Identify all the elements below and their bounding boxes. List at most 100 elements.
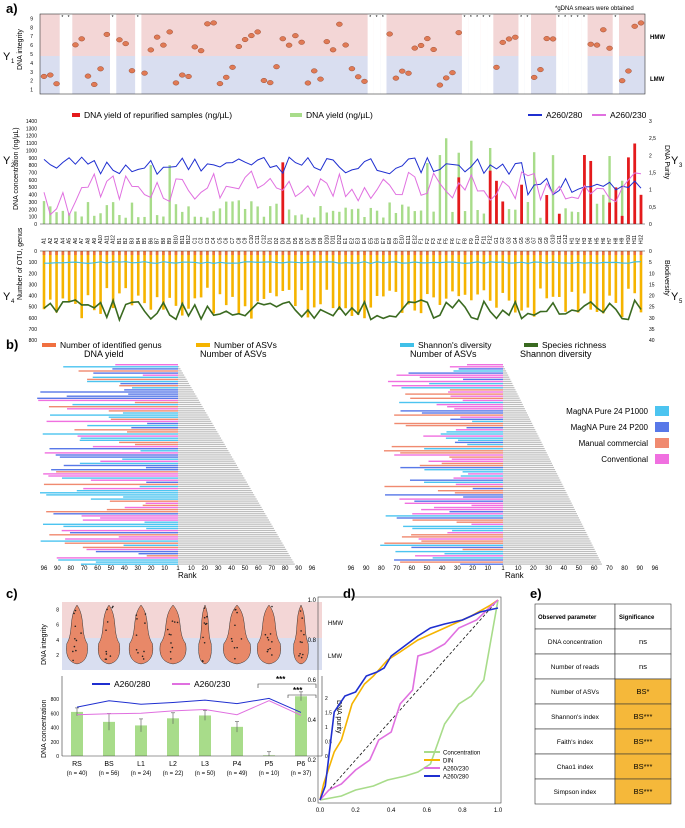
rank-bar-right xyxy=(178,515,267,517)
c-conc-ylabel: DNA concentration xyxy=(41,700,48,758)
integrity-dot xyxy=(166,29,173,35)
violin-point xyxy=(168,633,171,636)
genus-bar xyxy=(432,251,435,255)
rank-bar-left xyxy=(440,433,503,435)
rank-tick: 80 xyxy=(67,566,74,572)
rank-bar-right xyxy=(503,527,585,529)
rank-tick: 20 xyxy=(201,566,208,572)
rank-bar-left xyxy=(93,372,178,374)
genus-bar xyxy=(99,251,102,255)
genus-bar xyxy=(80,251,84,255)
genus-bar xyxy=(42,251,46,255)
rank-bar-left xyxy=(394,422,503,425)
sample-label: C4 xyxy=(211,237,217,244)
yield-bar xyxy=(143,216,146,224)
integrity-dot xyxy=(223,74,230,80)
violin-point xyxy=(233,646,236,649)
asv-bar xyxy=(470,251,473,301)
lmw-band xyxy=(40,56,645,94)
rank-bar-left xyxy=(458,368,503,370)
integrity-dot xyxy=(424,36,431,42)
roc-legend-label: Concentration xyxy=(443,751,480,757)
genus-bar xyxy=(476,251,479,255)
rank-bar-left xyxy=(118,536,178,538)
c-legend-a280: A260/280 xyxy=(114,679,151,689)
sample-label: E3 xyxy=(356,238,362,244)
integrity-ylabel: DNA integrity xyxy=(17,29,24,70)
sample-label: A8 xyxy=(85,238,91,244)
asv-tick: 800 xyxy=(29,338,38,344)
asv-bar xyxy=(495,251,498,308)
rank-bar-left xyxy=(421,412,503,414)
rank-bar-left xyxy=(409,479,503,481)
asv-bar xyxy=(551,251,555,297)
rank-bar-left xyxy=(404,502,503,504)
c-integrity-violins: 2 4 6 8 HMW LMW DNA integrity xyxy=(41,602,343,670)
y2-letter: Y xyxy=(3,155,11,167)
rank-bar-right xyxy=(503,473,558,475)
b-right-butterfly xyxy=(380,364,602,565)
violin-point xyxy=(271,605,273,608)
yield-bar xyxy=(118,215,121,224)
rank-bar-right xyxy=(503,420,532,422)
rank-bar-left xyxy=(432,557,503,559)
sample-label: G7 xyxy=(532,237,538,244)
genus-bar xyxy=(149,251,153,255)
roc-y-tick: 0.4 xyxy=(308,718,317,724)
rank-bar-left xyxy=(412,513,503,515)
rank-bar-left xyxy=(74,429,178,431)
rank-bar-right xyxy=(178,521,271,523)
rank-bar-right xyxy=(178,502,260,504)
rank-bar-left xyxy=(437,490,503,492)
y3-sub: 3 xyxy=(679,163,683,169)
rank-bar-right xyxy=(178,410,206,412)
asv-bar xyxy=(306,251,310,318)
rank-bar-left xyxy=(463,378,503,381)
violin-point xyxy=(267,639,270,641)
integrity-dot xyxy=(593,42,601,48)
repurified-bar xyxy=(620,215,624,224)
c-group-n: (n = 50) xyxy=(195,771,216,777)
rank-bar-left xyxy=(127,431,178,433)
yield-plot: DNA yield of repurified samples (ng/µL) … xyxy=(3,110,683,244)
sample-label: B3 xyxy=(129,238,135,244)
yield-tick: 200 xyxy=(29,207,38,213)
violin-point xyxy=(73,645,76,648)
smear-column xyxy=(562,14,569,94)
genus-bar xyxy=(363,251,366,255)
asv-bar xyxy=(394,251,398,292)
rank-tick: 30 xyxy=(215,566,222,572)
smear-column xyxy=(380,14,387,94)
asv-tick: 600 xyxy=(29,316,38,322)
yield-tick: 1000 xyxy=(26,148,37,154)
integrity-dot xyxy=(355,74,362,80)
rank-bar-right xyxy=(178,504,261,506)
biodiversity-tick: 35 xyxy=(649,327,655,333)
rank-bar-right xyxy=(178,492,253,494)
table-param: Faith's index xyxy=(557,739,594,746)
integrity-dot xyxy=(84,73,92,79)
sample-label: A6 xyxy=(73,238,79,244)
asv-bar xyxy=(281,251,285,291)
smear-column xyxy=(581,14,588,94)
sample-label: C6 xyxy=(224,237,230,244)
genus-bar xyxy=(526,251,530,255)
significance-table: Observed parameter Significance DNA concen… xyxy=(534,603,672,805)
rank-bar-right xyxy=(503,454,548,456)
rank-bar-right xyxy=(503,538,590,540)
violin-point xyxy=(206,615,208,618)
asv-tick: 400 xyxy=(29,294,38,300)
rank-bar-left xyxy=(49,448,178,450)
integrity-dot xyxy=(430,46,437,52)
genus-bar xyxy=(583,251,586,255)
rank-tick: 20 xyxy=(148,566,155,572)
asv-bar xyxy=(532,251,536,317)
rank-bar-left xyxy=(401,536,503,538)
rank-bar-right xyxy=(503,448,545,450)
sample-label: C7 xyxy=(230,237,236,244)
asv-bar xyxy=(212,251,215,314)
integrity-tick: 4 xyxy=(30,61,33,67)
genus-bar xyxy=(55,251,58,255)
rank-bar-left xyxy=(385,494,503,496)
rank-bar-right xyxy=(178,513,266,515)
